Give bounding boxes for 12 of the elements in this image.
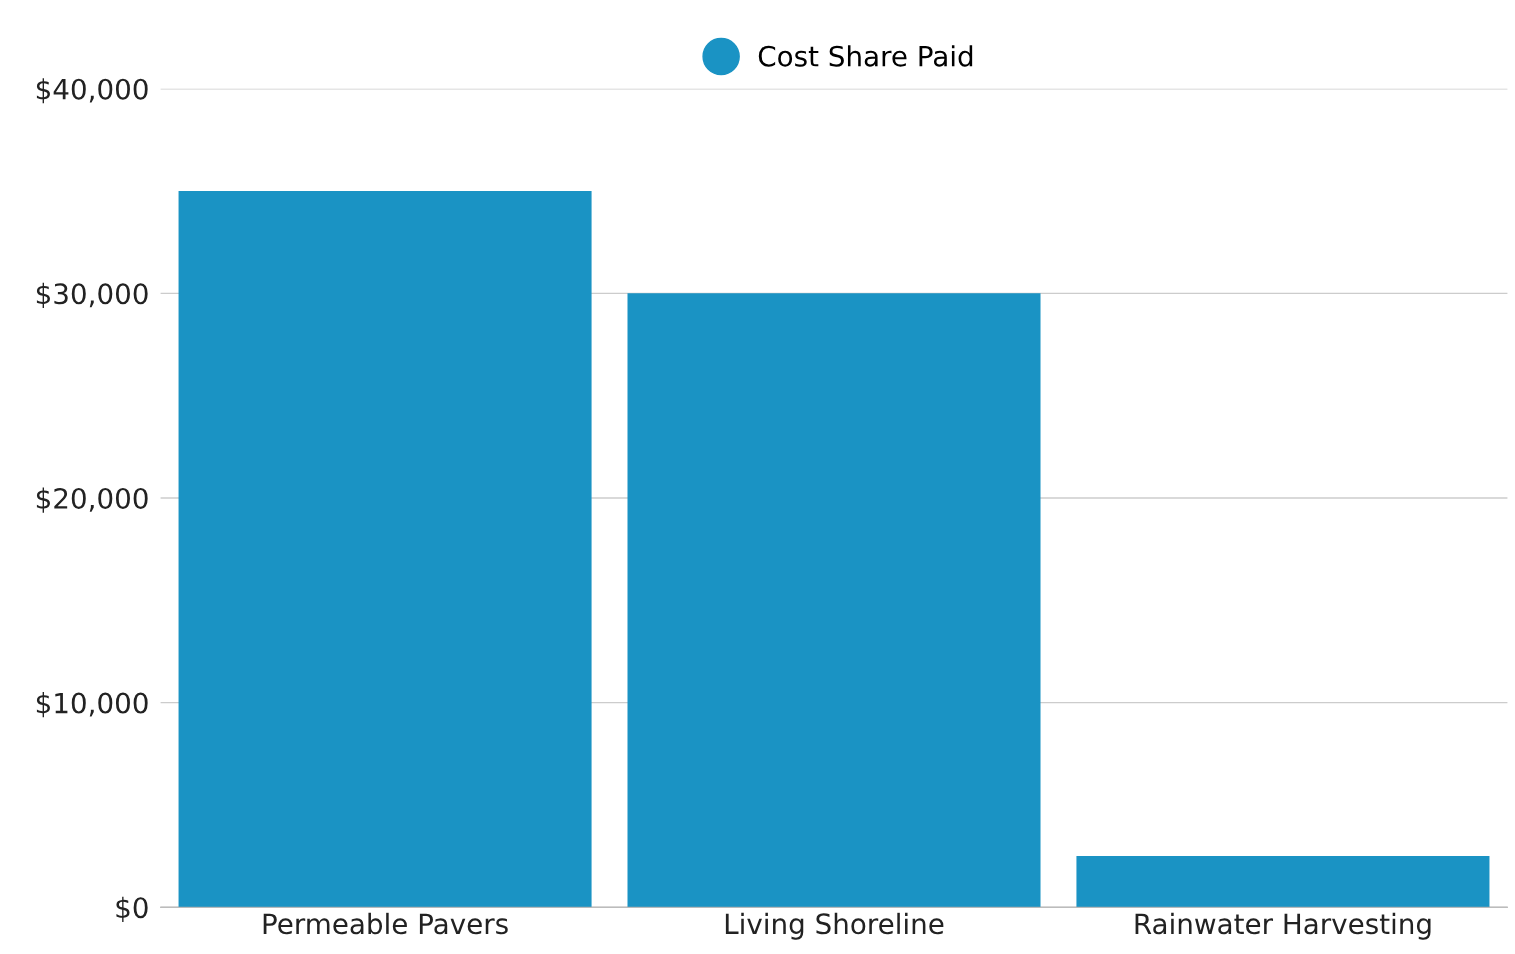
x-tick-label: Living Shoreline [725, 912, 944, 940]
y-tick-label: $30,000 [36, 282, 148, 308]
y-tick-label: $40,000 [36, 78, 148, 104]
legend-label: Cost Share Paid [758, 45, 973, 67]
bar [1076, 856, 1490, 908]
bar [178, 191, 592, 908]
x-tick-label: Permeable Pavers [263, 912, 508, 935]
y-tick-label: $20,000 [36, 487, 148, 513]
y-tick-label: $0 [116, 896, 148, 922]
y-tick-label: $10,000 [36, 692, 148, 718]
x-tick-label: Rainwater Harvesting [1135, 912, 1431, 940]
bar [627, 293, 1041, 908]
